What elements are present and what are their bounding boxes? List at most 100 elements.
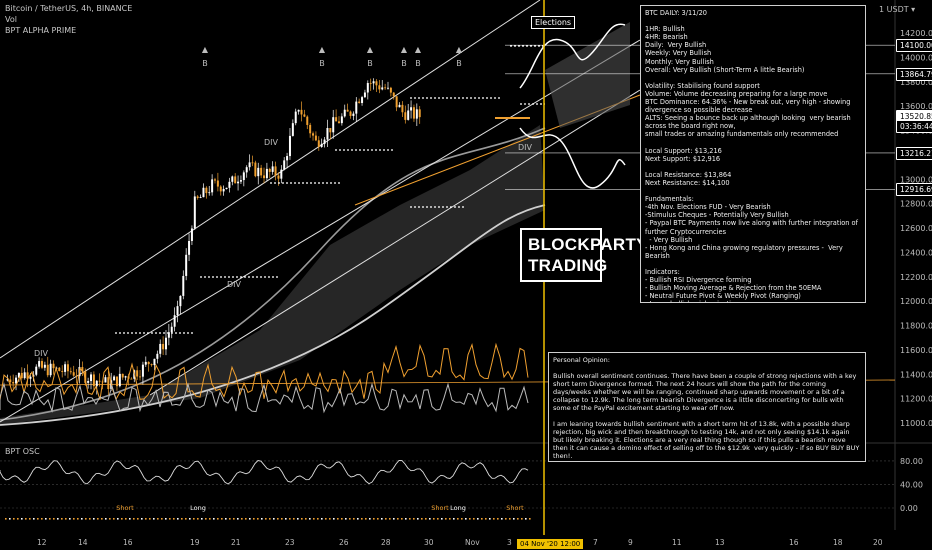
- candle-body: [392, 92, 395, 97]
- signal-dot: [41, 518, 43, 520]
- signal-dot: [377, 518, 379, 520]
- panel-line: Overall: Very Bullish (Short-Term A litt…: [645, 65, 805, 74]
- x-axis-tick: 14: [78, 538, 88, 547]
- candle-body: [173, 315, 176, 327]
- candle-body: [251, 162, 254, 164]
- signal-dot: [69, 518, 71, 520]
- candle-body: [297, 109, 300, 112]
- candle-body: [410, 107, 413, 111]
- signal-dot: [341, 518, 343, 520]
- signal-dot: [197, 518, 199, 520]
- currency-selector[interactable]: 1 USDT ▾: [879, 5, 915, 14]
- price-axis-tick: 11600.00: [900, 346, 932, 355]
- signal-dot: [9, 518, 11, 520]
- candle-body: [107, 377, 110, 390]
- signal-dot: [529, 518, 531, 520]
- signal-dot: [389, 518, 391, 520]
- candle-body: [46, 364, 49, 376]
- signal-dot: [97, 518, 99, 520]
- signal-dot: [305, 518, 307, 520]
- signal-dot: [353, 518, 355, 520]
- signal-dot: [325, 518, 327, 520]
- signal-dot: [185, 518, 187, 520]
- candle-body: [378, 85, 381, 90]
- panel-line: - Hong Kong and China growing regulatory…: [645, 243, 845, 260]
- divergence-marker: DIV: [264, 138, 279, 147]
- candle-body: [202, 187, 205, 198]
- signal-dot: [153, 518, 155, 520]
- panel-line: Indicators:: [645, 268, 680, 276]
- signal-dot: [105, 518, 107, 520]
- signal-dot: [85, 518, 87, 520]
- candle-body: [375, 81, 378, 86]
- panel-line: BTC Dominance: 64.36% - New break out, v…: [645, 98, 853, 115]
- candle-body: [389, 87, 392, 93]
- buy-marker: B: [415, 59, 421, 68]
- panel-line: Local Resistance: $13,864: [645, 170, 732, 179]
- candle-body: [150, 364, 153, 366]
- price-label: 13864.79: [896, 67, 932, 81]
- signal-dot: [209, 518, 211, 520]
- signal-dot: [245, 518, 247, 520]
- signal-dot: [265, 518, 267, 520]
- signal-dot: [441, 518, 443, 520]
- candle-body: [401, 104, 404, 113]
- candle-body: [144, 361, 147, 365]
- signal-dot: [29, 518, 31, 520]
- candle-body: [193, 196, 196, 229]
- volume-line: [0, 342, 529, 401]
- candle-body: [136, 370, 139, 377]
- signal-dot: [317, 518, 319, 520]
- signal-dot: [425, 518, 427, 520]
- x-axis-tick: 7: [593, 538, 598, 547]
- panel-line: [645, 17, 861, 25]
- candle-body: [268, 168, 271, 172]
- candle-body: [277, 175, 280, 179]
- panel-line: - Bullish RSI Divergence forming: [645, 276, 752, 285]
- candle-body: [381, 87, 384, 90]
- signal-dot: [465, 518, 467, 520]
- x-axis-tick: 13: [715, 538, 725, 547]
- candle-body: [366, 83, 369, 93]
- candle-body: [211, 179, 214, 193]
- signal-dot: [193, 518, 195, 520]
- candle-body: [384, 87, 387, 89]
- signal-dot: [189, 518, 191, 520]
- signal-dot: [473, 518, 475, 520]
- signal-dot: [313, 518, 315, 520]
- signal-dot: [485, 518, 487, 520]
- signal-dot: [249, 518, 251, 520]
- signal-dot: [365, 518, 367, 520]
- candle-body: [9, 379, 12, 383]
- panel-line: Daily: Very Bullish: [645, 41, 707, 50]
- signal-dot: [157, 518, 159, 520]
- signal-dot: [321, 518, 323, 520]
- signal-dot: [57, 518, 59, 520]
- signal-dot: [149, 518, 151, 520]
- panel-line: ALTS: Seeing a bounce back up although l…: [645, 114, 853, 131]
- candle-body: [162, 343, 165, 350]
- buy-marker: B: [202, 59, 208, 68]
- candle-body: [237, 181, 240, 184]
- candle-body: [81, 366, 84, 372]
- price-axis-tick: 12000.00: [900, 297, 932, 306]
- short-signal: Short: [116, 504, 134, 512]
- candle-body: [343, 109, 346, 117]
- bear-projection-path: [519, 127, 626, 189]
- projection-wedge: [545, 22, 630, 128]
- candle-body: [164, 337, 167, 350]
- signal-dot: [273, 518, 275, 520]
- signal-dot: [121, 518, 123, 520]
- candle-body: [26, 372, 29, 379]
- candle-body: [412, 107, 415, 119]
- candle-body: [147, 361, 150, 365]
- signal-dot: [109, 518, 111, 520]
- signal-dot: [357, 518, 359, 520]
- candle-body: [38, 361, 41, 367]
- signal-dot: [89, 518, 91, 520]
- candle-body: [208, 192, 211, 194]
- price-axis-tick: 11800.00: [900, 322, 932, 331]
- candle-body: [17, 372, 20, 378]
- signal-dot: [329, 518, 331, 520]
- candle-body: [231, 176, 234, 182]
